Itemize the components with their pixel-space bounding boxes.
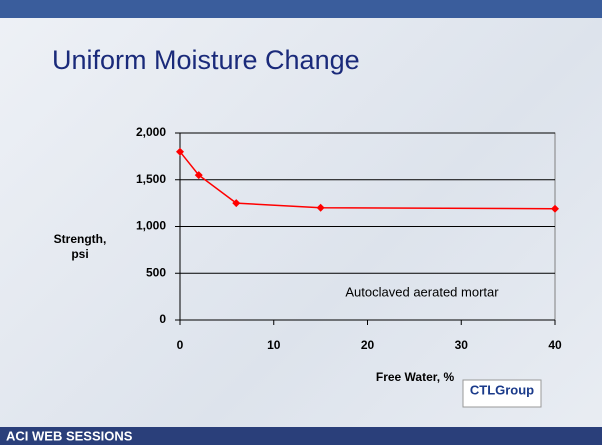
marker bbox=[176, 147, 184, 156]
logo-box bbox=[462, 379, 542, 408]
logo: CTLGroup bbox=[470, 382, 534, 397]
marker bbox=[232, 199, 241, 208]
marker bbox=[551, 204, 559, 213]
x-tick-label: 0 bbox=[177, 338, 184, 352]
footer: ACI WEB SESSIONS bbox=[6, 428, 133, 443]
annotation: Autoclaved aerated mortar bbox=[345, 284, 499, 299]
y-tick-label: 1,500 bbox=[136, 172, 166, 186]
x-tick-label: 40 bbox=[548, 338, 562, 352]
x-tick-label: 10 bbox=[267, 338, 281, 352]
x-axis-label: Free Water, % bbox=[376, 370, 455, 384]
footer-band bbox=[0, 427, 602, 445]
y-tick-label: 2,000 bbox=[136, 125, 166, 139]
y-tick-label: 1,000 bbox=[136, 219, 166, 233]
slide-title: Uniform Moisture Change bbox=[52, 45, 360, 75]
x-tick-label: 20 bbox=[361, 338, 375, 352]
marker bbox=[194, 171, 203, 180]
top-band bbox=[0, 0, 602, 18]
y-tick-label: 500 bbox=[146, 265, 166, 279]
x-tick-label: 30 bbox=[455, 338, 469, 352]
y-tick-label: 0 bbox=[159, 312, 166, 326]
y-axis-label: Strength, psi bbox=[53, 232, 107, 261]
marker bbox=[316, 203, 325, 212]
